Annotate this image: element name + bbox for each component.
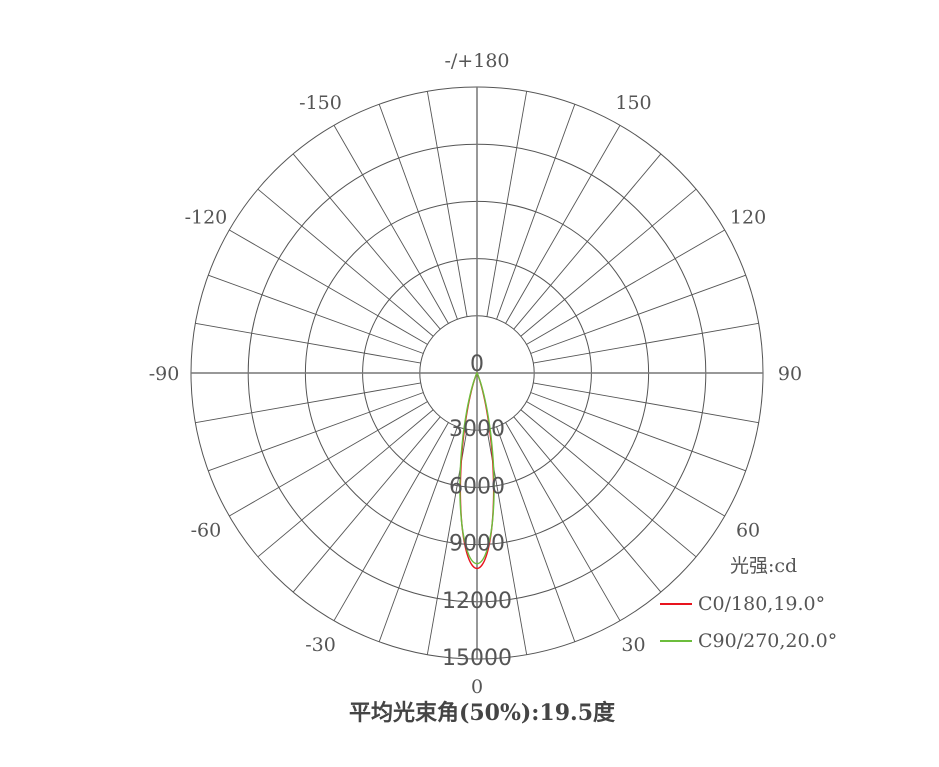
grid-spoke bbox=[505, 125, 621, 324]
angle-tick-label: 60 bbox=[736, 520, 760, 542]
series-group bbox=[459, 372, 495, 570]
grid-spoke bbox=[513, 153, 662, 330]
radial-tick-label: 15000 bbox=[442, 646, 512, 671]
grid-spoke bbox=[513, 416, 662, 593]
grid-spoke bbox=[426, 91, 468, 317]
angle-tick-label: 120 bbox=[730, 207, 766, 229]
angle-tick-label: -150 bbox=[299, 92, 342, 114]
radial-tick-label: 0 bbox=[470, 352, 484, 377]
legend-label-c0: C0/180,19.0° bbox=[698, 593, 825, 615]
grid-spoke bbox=[292, 153, 441, 330]
radial-tick-label: 6000 bbox=[449, 474, 505, 499]
grid-spoke bbox=[208, 392, 424, 472]
grid-spoke bbox=[496, 426, 576, 642]
angle-tick-label: 0 bbox=[471, 676, 483, 698]
chart-title: 平均光束角(50%):19.5度 bbox=[349, 700, 616, 726]
grid-spoke bbox=[378, 426, 458, 642]
grid-spoke bbox=[520, 409, 697, 558]
angle-tick-label: -30 bbox=[305, 634, 336, 656]
grid-spoke bbox=[378, 104, 458, 320]
grid-spoke bbox=[195, 322, 421, 364]
grid-spoke bbox=[257, 409, 434, 558]
grid-spoke bbox=[195, 382, 421, 424]
legend: 光强:cd C0/180,19.0° C90/270,20.0° bbox=[660, 555, 837, 652]
radial-tick-label: 3000 bbox=[449, 417, 505, 442]
angle-tick-label: -60 bbox=[191, 520, 222, 542]
radial-tick-label: 12000 bbox=[442, 589, 512, 614]
grid-spoke bbox=[526, 401, 725, 517]
grid-spoke bbox=[229, 401, 428, 517]
grid-spoke bbox=[292, 416, 441, 593]
grid-spoke bbox=[333, 125, 449, 324]
angle-tick-label: -90 bbox=[149, 363, 180, 385]
grid-spoke bbox=[257, 188, 434, 337]
legend-unit-label: 光强:cd bbox=[730, 555, 797, 577]
legend-label-c90: C90/270,20.0° bbox=[698, 630, 837, 652]
grid-spoke bbox=[208, 274, 424, 354]
grid-spoke bbox=[526, 229, 725, 345]
angle-tick-label: 150 bbox=[615, 92, 651, 114]
series-curve-1 bbox=[459, 372, 495, 565]
grid-spoke bbox=[486, 91, 528, 317]
angle-tick-label: 30 bbox=[621, 634, 645, 656]
radial-tick-labels: 0 3000 6000 9000 12000 15000 bbox=[442, 352, 512, 671]
angle-tick-label: 90 bbox=[778, 363, 802, 385]
grid-spoke bbox=[533, 382, 759, 424]
grid-spoke bbox=[530, 274, 746, 354]
grid-spoke bbox=[533, 322, 759, 364]
grid-spoke bbox=[505, 422, 621, 621]
angle-tick-label: -/+180 bbox=[444, 50, 509, 72]
radial-tick-label: 9000 bbox=[449, 532, 505, 557]
grid bbox=[190, 86, 764, 660]
grid-spoke bbox=[333, 422, 449, 621]
grid-spoke bbox=[229, 229, 428, 345]
grid-spoke bbox=[530, 392, 746, 472]
angle-tick-labels: 0 30 60 90 120 150 -/+180 -150 -120 -90 -60 -30 bbox=[149, 50, 802, 698]
grid-spoke bbox=[520, 188, 697, 337]
grid-spoke bbox=[496, 104, 576, 320]
angle-tick-label: -120 bbox=[185, 207, 228, 229]
